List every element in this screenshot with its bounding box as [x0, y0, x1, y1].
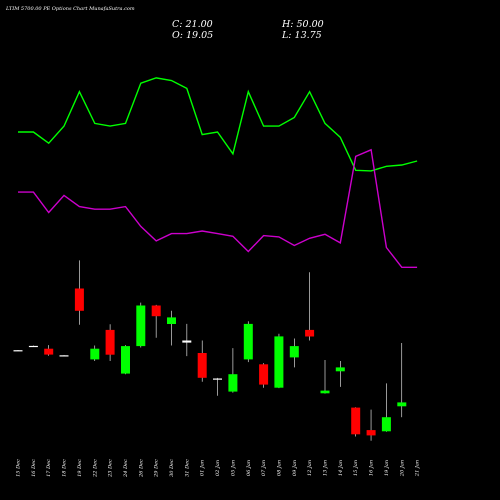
date-tick-label: 24 Dec: [123, 459, 129, 478]
low-value: L: 13.75: [281, 30, 322, 41]
candle: [105, 324, 115, 361]
candle: [197, 340, 207, 382]
date-tick-label: 30 Dec: [169, 459, 175, 477]
date-tick-label: 08 Jan: [276, 460, 282, 476]
candle-body: [182, 340, 192, 343]
candle-body: [44, 348, 54, 355]
candle-body: [121, 346, 130, 374]
candle-body: [274, 336, 284, 388]
candle: [305, 272, 315, 341]
date-tick-label: 16 Jan: [369, 460, 375, 476]
chart-title: LTIM 5700.00 PE Options Chart MunafaSutr…: [5, 6, 135, 12]
candle: [366, 409, 376, 441]
candle: [274, 333, 284, 389]
green-line: [18, 77, 418, 172]
candle: [228, 348, 238, 393]
date-tick-label: 29 Dec: [154, 459, 160, 478]
candle-body: [74, 288, 84, 311]
candle-body: [305, 329, 315, 337]
date-tick-label: 17 Dec: [46, 459, 52, 477]
date-tick-label: 21 Jan: [415, 460, 421, 477]
candle: [351, 407, 361, 437]
date-tick-label: 15 Jan: [353, 460, 359, 476]
date-tick-label: 16 Dec: [31, 459, 37, 477]
date-axis: 15 Dec 16 Dec 17 Dec 18 Dec 19 Dec 22 Dec 23 D…: [16, 459, 421, 478]
candle-body: [351, 407, 361, 435]
candle: [13, 350, 23, 352]
date-tick-label: 07 Jan: [261, 460, 267, 476]
candle: [182, 323, 192, 357]
indicator-lines: [18, 77, 418, 268]
candle: [381, 383, 391, 432]
candle-body: [289, 346, 299, 358]
candle: [320, 360, 330, 394]
candle: [289, 338, 299, 368]
close-value: C: 21.00: [172, 19, 213, 30]
candle-body: [167, 317, 176, 324]
candle: [136, 302, 146, 348]
candle: [121, 345, 130, 375]
candle-body: [13, 350, 23, 352]
date-tick-label: 15 Dec: [16, 459, 22, 477]
candle-body: [259, 364, 269, 385]
open-value: O: 19.05: [172, 30, 213, 41]
date-tick-label: 12 Jan: [307, 460, 313, 476]
candles: [13, 260, 407, 441]
date-tick-label: 31 Dec: [184, 459, 190, 477]
date-tick-label: 06 Jan: [246, 460, 252, 476]
date-tick-label: 02 Jan: [215, 460, 221, 476]
date-tick-label: 19 Dec: [77, 459, 83, 477]
magenta-line: [18, 148, 418, 268]
candle-body: [243, 323, 253, 360]
candle-body: [151, 305, 161, 317]
candle-body: [105, 329, 115, 355]
candle: [243, 321, 253, 363]
candle-body: [228, 374, 238, 392]
candle: [74, 260, 84, 325]
candle: [335, 361, 345, 387]
date-tick-label: 20 Jan: [399, 460, 405, 477]
candle-body: [397, 402, 407, 407]
date-tick-label: 05 Jan: [230, 460, 236, 476]
candle: [259, 363, 269, 388]
candle-body: [213, 378, 222, 380]
date-tick-label: 13 Jan: [323, 460, 329, 476]
date-tick-label: 01 Jan: [200, 460, 206, 476]
candle: [90, 345, 100, 361]
candle-body: [90, 348, 100, 360]
candle-body: [197, 353, 207, 378]
candle-body: [381, 417, 391, 432]
date-tick-label: 18 Dec: [62, 459, 68, 477]
date-tick-label: 19 Jan: [384, 460, 390, 476]
candle: [59, 355, 69, 357]
date-tick-label: 26 Dec: [138, 459, 144, 478]
date-tick-label: 14 Jan: [338, 460, 344, 476]
candle-body: [59, 355, 69, 357]
date-tick-label: 09 Jan: [292, 460, 298, 476]
candle-body: [28, 345, 38, 348]
candle: [151, 304, 161, 338]
date-tick-label: 22 Dec: [92, 459, 98, 478]
candle: [213, 377, 222, 396]
candle-body: [335, 367, 345, 372]
date-tick-label: 23 Dec: [108, 459, 114, 478]
candle: [397, 343, 407, 418]
candle-body: [320, 390, 330, 394]
candle-body: [136, 305, 146, 347]
candle: [44, 345, 54, 356]
candle: [28, 345, 38, 348]
high-value: H: 50.00: [281, 19, 324, 30]
candle-body: [366, 430, 376, 436]
candle: [167, 310, 176, 346]
